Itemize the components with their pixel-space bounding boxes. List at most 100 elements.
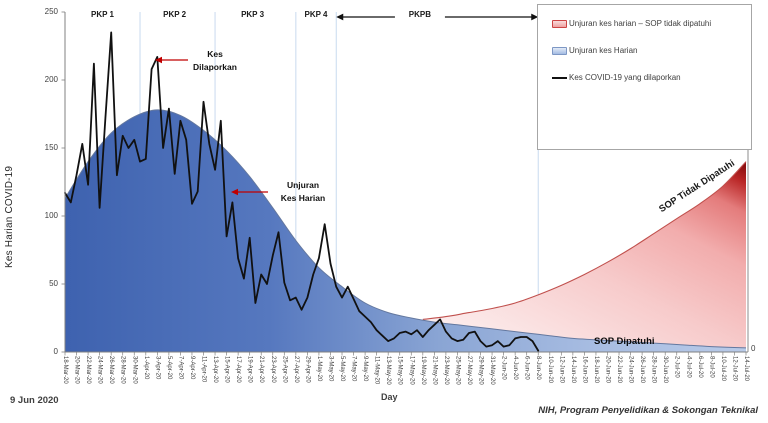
- x-tick-label: 23-Apr-20: [269, 356, 276, 383]
- x-tick-label: 12-Jul-20: [731, 356, 738, 382]
- x-tick-label: 21-Apr-20: [258, 356, 265, 383]
- x-tick-label: 30-Jun-20: [662, 356, 669, 384]
- x-tick-label: 4-Jun-20: [512, 356, 519, 380]
- x-tick-label: 29-Apr-20: [304, 356, 311, 383]
- x-tick-label: 24-Jun-20: [627, 356, 634, 384]
- red-projection-area: [422, 161, 746, 352]
- x-tick-label: 31-May-20: [489, 356, 496, 385]
- x-tick-label: 17-Apr-20: [235, 356, 242, 383]
- x-tick-label: 30-Mar-20: [131, 356, 138, 384]
- x-tick-label: 27-Apr-20: [292, 356, 299, 383]
- y-tick-label: 200: [44, 75, 58, 84]
- x-tick-label: 1-Apr-20: [142, 356, 149, 380]
- x-tick-label: 6-Jun-20: [523, 356, 530, 380]
- report-date: 9 Jun 2020: [10, 395, 59, 406]
- x-tick-label: 7-May-20: [350, 356, 357, 382]
- legend-label: Kes COVID-19 yang dilaporkan: [569, 73, 681, 82]
- pkpb-arrowhead-left: [336, 13, 344, 21]
- x-tick-label: 1-May-20: [315, 356, 322, 382]
- x-tick-label: 16-Jun-20: [581, 356, 588, 384]
- unjuran-arrow-head: [231, 188, 238, 196]
- annotation-unjuran-kes-harian: Unjuran Kes Harian: [269, 179, 337, 205]
- y-tick-label: 150: [44, 143, 58, 152]
- annotation-kes-dilaporkan: Kes Dilaporkan: [183, 48, 247, 74]
- y-tick-label: 100: [44, 211, 58, 220]
- kes-dilaporkan-arrow-head: [155, 56, 162, 64]
- secondary-axis-zero-label: 0: [751, 344, 756, 353]
- legend-item-blue-projection: Unjuran kes Harian: [552, 45, 751, 56]
- x-tick-label: 9-Apr-20: [188, 356, 195, 380]
- x-tick-label: 14-Jul-20: [743, 356, 749, 382]
- x-tick-label: 25-May-20: [454, 356, 461, 385]
- pkpb-arrowhead-right: [531, 13, 539, 21]
- phase-label-pkpb: PKPB: [408, 10, 432, 19]
- x-tick-label: 15-May-20: [396, 356, 403, 385]
- phase-label: PKP 1: [91, 10, 114, 19]
- annotation-text: Kes: [207, 49, 223, 59]
- phase-label: PKP 3: [241, 10, 265, 19]
- x-tick-label: 2-Jun-20: [500, 356, 507, 380]
- y-tick-label: 250: [44, 7, 58, 16]
- x-tick-label: 13-May-20: [385, 356, 392, 385]
- x-tick-label: 3-May-20: [327, 356, 334, 382]
- footer-credit: NIH, Program Penyelidikan & Sokongan Tek…: [538, 405, 758, 416]
- x-tick-label: 24-Mar-20: [96, 356, 103, 384]
- x-tick-label: 7-Apr-20: [177, 356, 184, 380]
- legend-item-reported-line: Kes COVID-19 yang dilaporkan: [552, 72, 751, 83]
- x-tick-label: 20-Jun-20: [604, 356, 611, 384]
- x-tick-label: 25-Apr-20: [281, 356, 288, 383]
- x-tick-label: 20-Mar-20: [73, 356, 80, 384]
- x-tick-label: 21-May-20: [431, 356, 438, 385]
- phase-label: PKP 4: [304, 10, 328, 19]
- x-tick-label: 18-Jun-20: [592, 356, 599, 384]
- x-tick-label: 26-Jun-20: [639, 356, 646, 384]
- x-tick-label: 5-Apr-20: [165, 356, 172, 380]
- x-tick-label: 6-Jul-20: [696, 356, 703, 378]
- x-tick-label: 5-May-20: [339, 356, 346, 382]
- x-tick-label: 28-Jun-20: [650, 356, 657, 384]
- x-tick-label: 2-Jul-20: [673, 356, 680, 378]
- x-tick-label: 26-Mar-20: [108, 356, 115, 384]
- y-axis-title: Kes Harian COVID-19: [4, 165, 15, 268]
- red-area-swatch: [552, 19, 567, 28]
- x-tick-label: 8-Jul-20: [708, 356, 715, 378]
- legend-box: Unjuran kes harian – SOP tidak dipatuhi …: [537, 4, 752, 150]
- x-tick-label: 15-Apr-20: [223, 356, 230, 383]
- x-tick-label: 23-May-20: [442, 356, 449, 385]
- x-tick-label: 19-Apr-20: [246, 356, 253, 383]
- reported-cases-line: [64, 31, 540, 352]
- x-tick-label: 4-Jul-20: [685, 356, 692, 378]
- annotation-text: Kes Harian: [280, 193, 326, 203]
- x-tick-label: 22-Mar-20: [85, 356, 92, 384]
- legend-item-red-projection: Unjuran kes harian – SOP tidak dipatuhi: [552, 18, 751, 29]
- x-tick-label: 11-Apr-20: [200, 356, 207, 383]
- x-tick-label: 13-Apr-20: [212, 356, 219, 383]
- x-tick-label: 27-May-20: [465, 356, 472, 385]
- x-tick-label: 18-Mar-20: [62, 356, 68, 384]
- x-tick-label: 11-May-20: [373, 356, 380, 385]
- x-tick-label: 3-Apr-20: [154, 356, 161, 380]
- x-tick-label: 17-May-20: [408, 356, 415, 385]
- x-tick-label: 12-Jun-20: [558, 356, 565, 384]
- x-tick-label: 22-Jun-20: [616, 356, 623, 384]
- annotation-sop-dipatuhi: SOP Dipatuhi: [594, 336, 655, 347]
- red-projection-edge: [422, 161, 747, 320]
- annotation-text: Dilaporkan: [193, 62, 237, 72]
- x-tick-label: 10-Jul-20: [719, 356, 726, 382]
- blue-projection-edge: [64, 109, 747, 349]
- blue-area-swatch: [552, 46, 567, 55]
- black-line-swatch: [552, 76, 567, 79]
- blue-projection-area: [65, 109, 746, 352]
- x-tick-label: 8-Jun-20: [535, 356, 542, 380]
- legend-label: Unjuran kes Harian: [569, 46, 638, 55]
- x-tick-label: 9-May-20: [362, 356, 369, 382]
- legend-label: Unjuran kes harian – SOP tidak dipatuhi: [569, 19, 712, 28]
- y-tick-label: 0: [53, 347, 58, 356]
- x-tick-label: 29-May-20: [477, 356, 484, 385]
- phase-label: PKP 2: [163, 10, 187, 19]
- x-tick-label: 14-Jun-20: [569, 356, 576, 384]
- x-tick-label: 19-May-20: [419, 356, 426, 385]
- x-axis-title: Day: [381, 392, 398, 402]
- x-tick-label: 10-Jun-20: [546, 356, 553, 384]
